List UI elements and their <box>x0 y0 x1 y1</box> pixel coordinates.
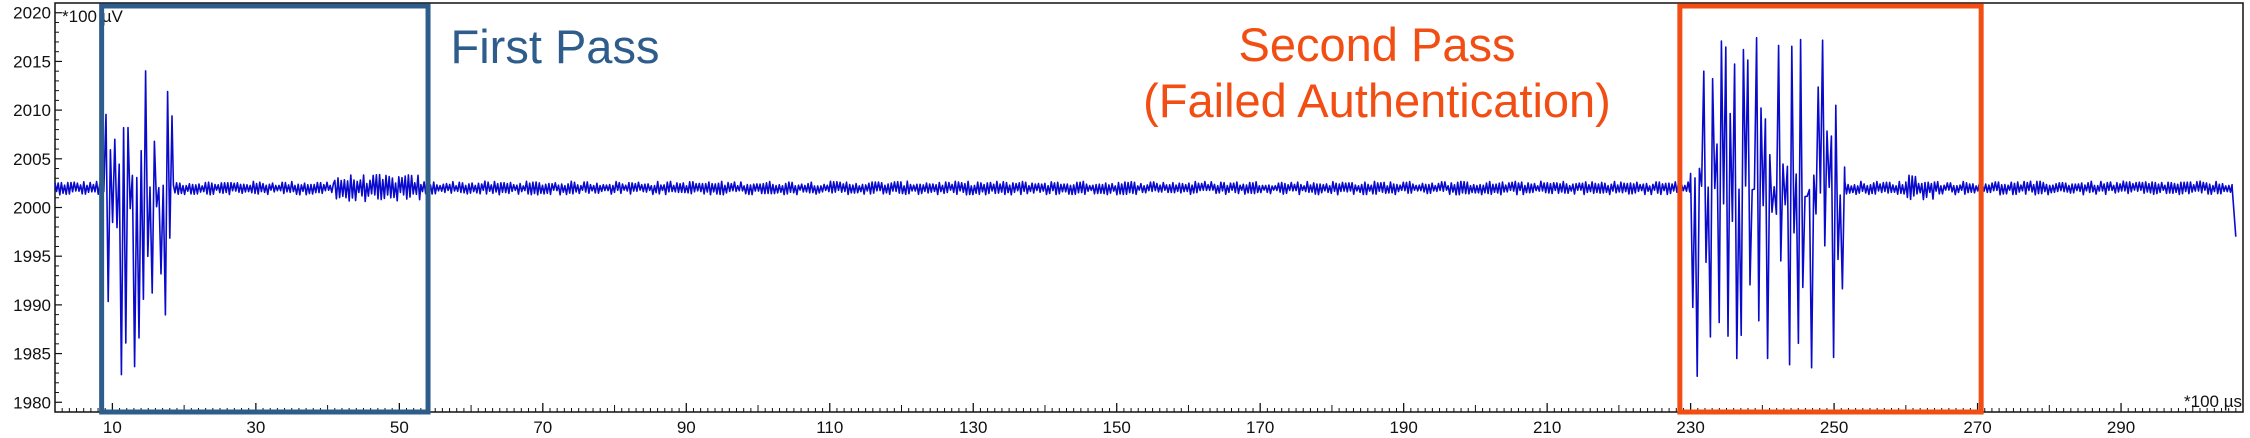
annotation-box <box>99 3 431 415</box>
y-tick-label: 1980 <box>13 393 51 412</box>
y-tick-label: 1990 <box>13 296 51 315</box>
x-tick-label: 130 <box>959 418 987 437</box>
x-tick-label: 230 <box>1676 418 1704 437</box>
annotations: First Pass Second Pass(Failed Authenticat… <box>99 3 1984 415</box>
x-tick-label: 30 <box>246 418 265 437</box>
y-tick-label: 2020 <box>13 4 51 23</box>
x-axis: 10 30 50 70 90 110 130 150 170 190 210 230 250 270 290 <box>61 403 2237 437</box>
y-tick-label: 2000 <box>13 199 51 218</box>
x-tick-label: 110 <box>816 418 843 437</box>
annotation-box <box>1677 3 1984 415</box>
x-tick-label: 290 <box>2107 418 2135 437</box>
x-tick-label: 270 <box>1963 418 1991 437</box>
x-unit-label: *100 µs <box>2184 392 2242 411</box>
y-tick-label: 1995 <box>13 247 51 266</box>
y-unit-label: *100 µV <box>62 7 123 26</box>
x-tick-label: 170 <box>1246 418 1274 437</box>
x-tick-label: 210 <box>1533 418 1561 437</box>
x-tick-label: 250 <box>1820 418 1848 437</box>
y-tick-label: 2010 <box>13 101 51 120</box>
annotation-label: (Failed Authentication) <box>1143 74 1611 127</box>
annotation-label: Second Pass <box>1239 18 1516 71</box>
x-tick-label: 150 <box>1103 418 1131 437</box>
y-axis: 1980 1985 1990 1995 2000 2005 2010 2015 2020 <box>13 4 62 412</box>
x-tick-label: 50 <box>390 418 409 437</box>
y-tick-label: 1985 <box>13 345 51 364</box>
y-tick-label: 2005 <box>13 150 51 169</box>
annotation-label: First Pass <box>451 20 660 73</box>
y-tick-label: 2015 <box>13 52 51 71</box>
x-tick-label: 70 <box>533 418 552 437</box>
plot-frame <box>54 2 2244 413</box>
x-tick-label: 90 <box>677 418 696 437</box>
x-tick-label: 10 <box>103 418 122 437</box>
x-tick-label: 190 <box>1389 418 1417 437</box>
